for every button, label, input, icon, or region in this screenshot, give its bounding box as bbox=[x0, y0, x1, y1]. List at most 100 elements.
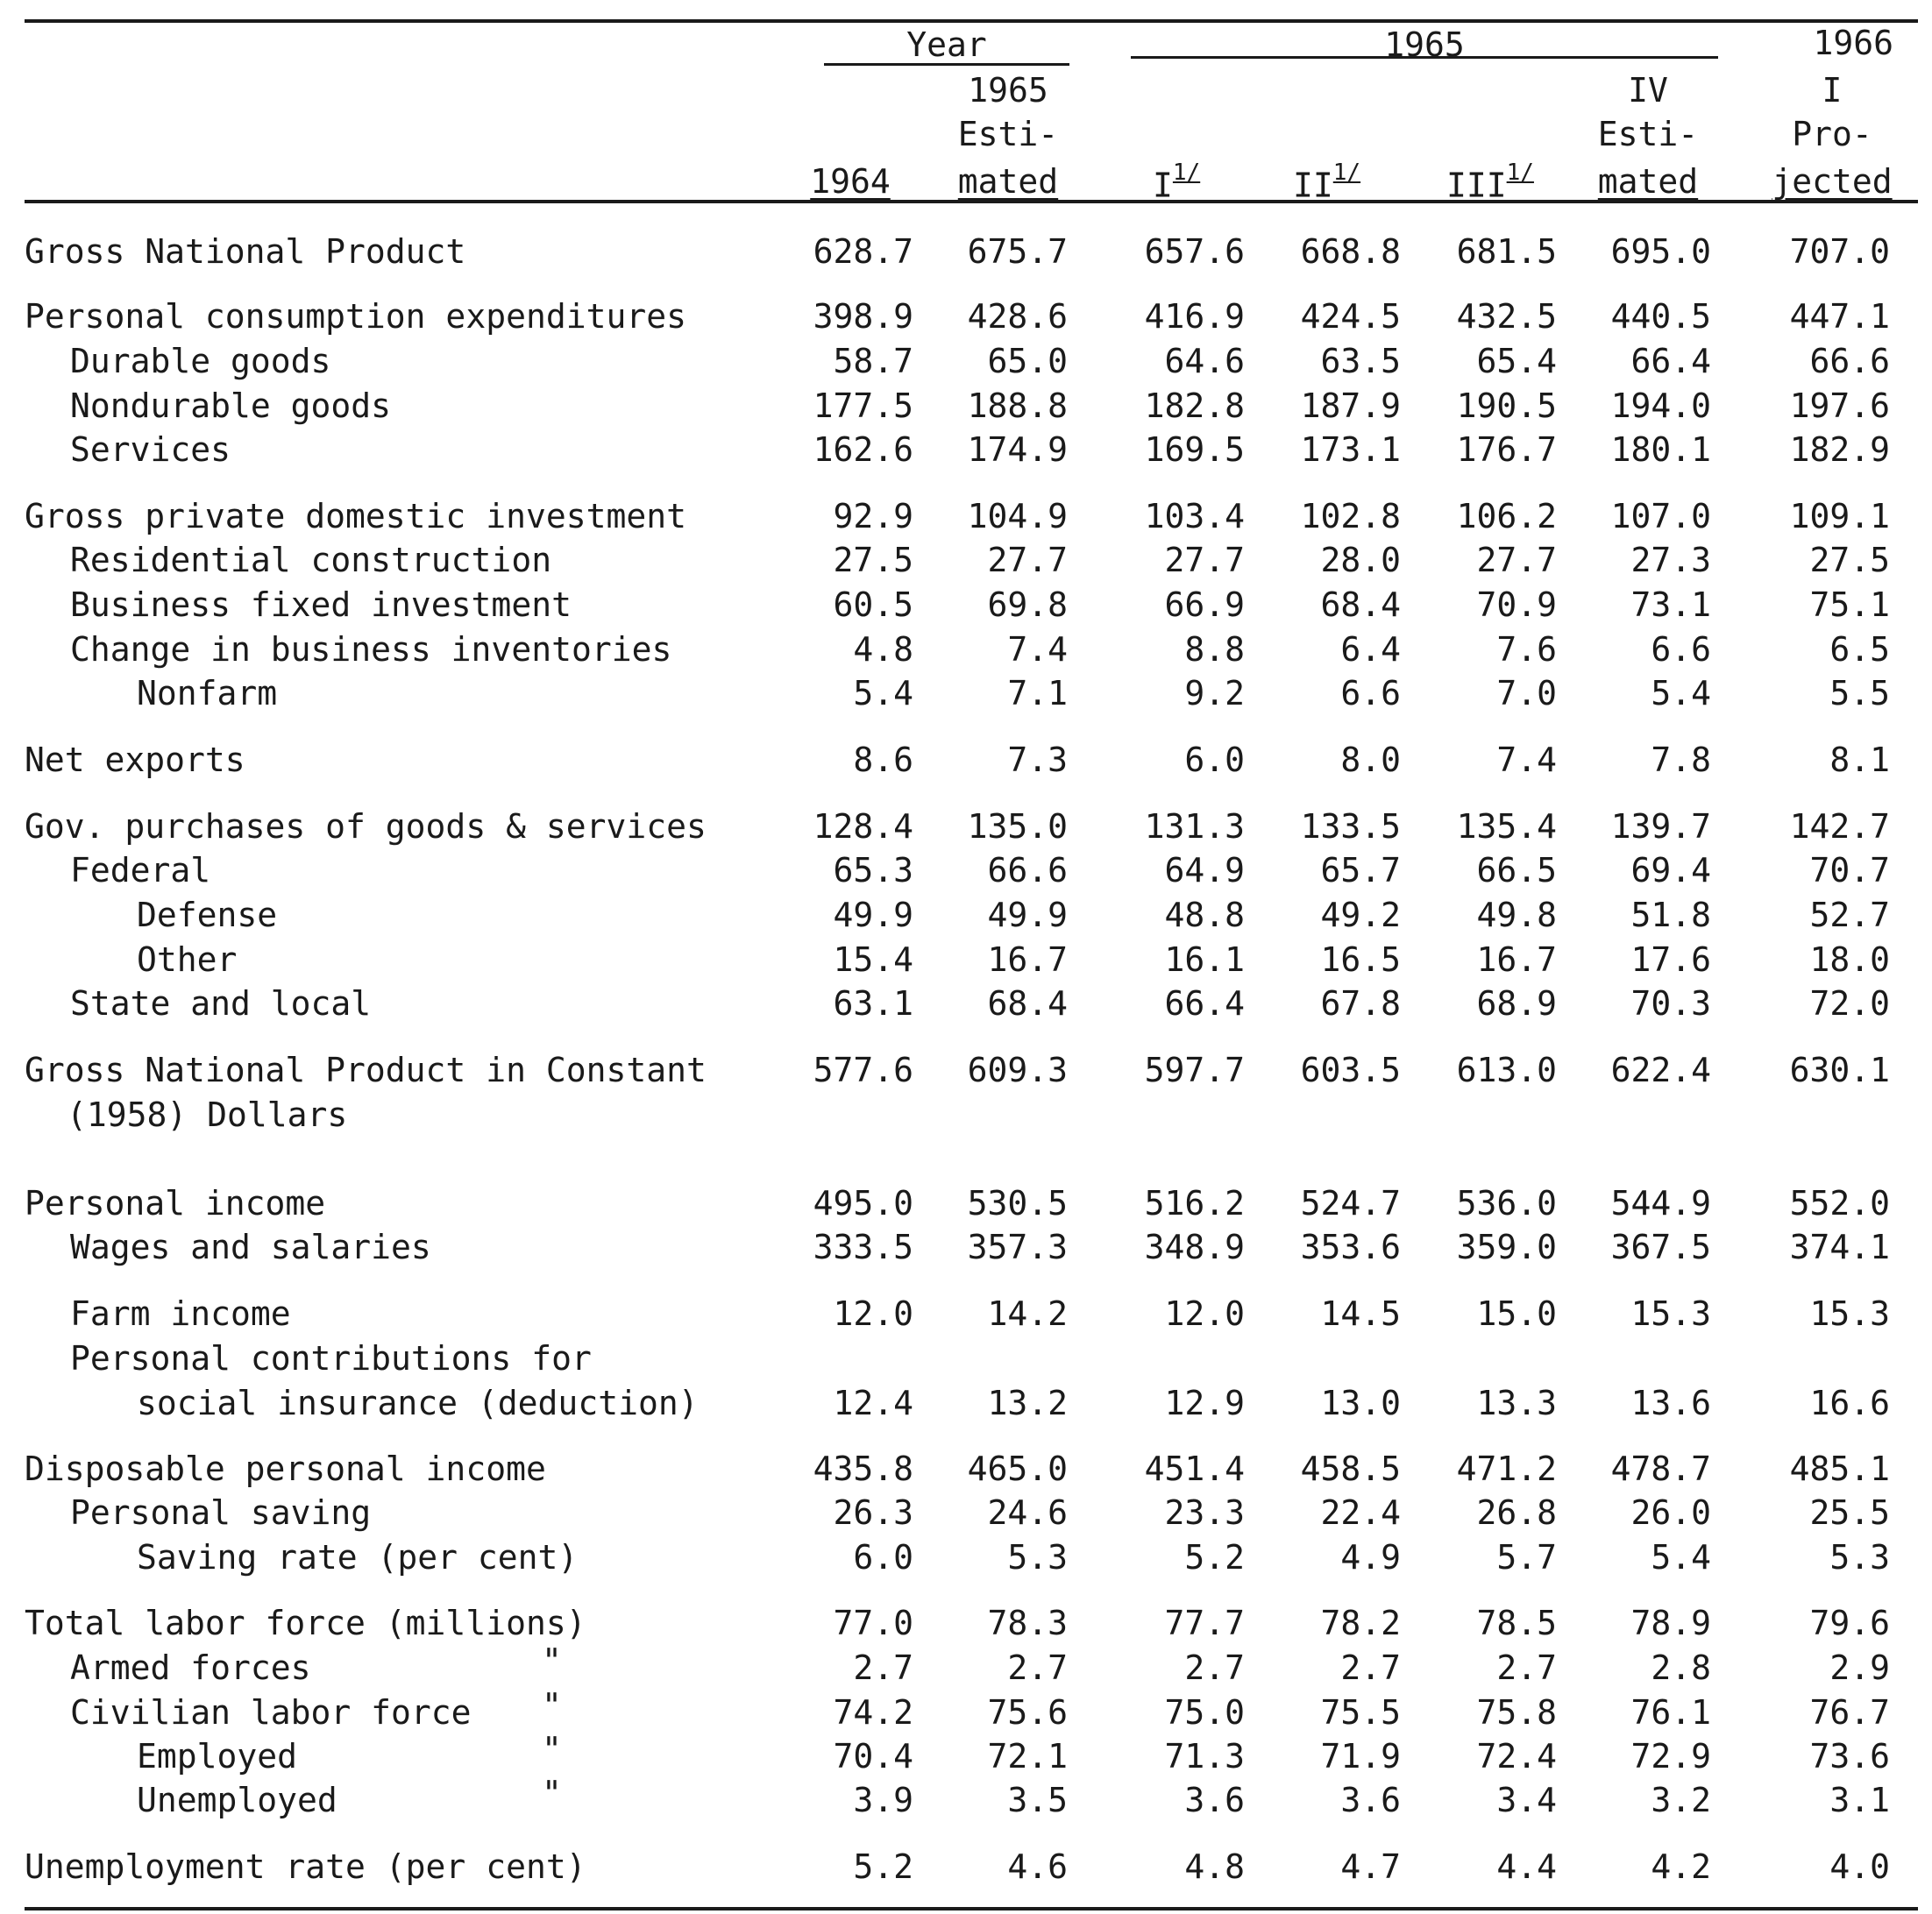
table-cell: 424.5 bbox=[1300, 297, 1401, 336]
table-cell: 5.5 bbox=[1829, 674, 1890, 712]
table-cell: 12.0 bbox=[833, 1294, 913, 1333]
table-cell: 52.7 bbox=[1809, 896, 1890, 934]
ditto-mark: " bbox=[542, 1730, 562, 1769]
table-cell: 471.2 bbox=[1456, 1450, 1557, 1488]
table-cell: 628.7 bbox=[813, 232, 913, 271]
row-label: Personal saving bbox=[70, 1493, 372, 1532]
table-cell: 16.1 bbox=[1164, 940, 1245, 979]
table-cell: 3.5 bbox=[1007, 1781, 1068, 1819]
table-cell: 162.6 bbox=[813, 430, 913, 469]
table-cell: 65.7 bbox=[1320, 851, 1401, 890]
table-cell: 16.5 bbox=[1320, 940, 1401, 979]
table-cell: 139.7 bbox=[1610, 807, 1711, 846]
table-cell: 9.2 bbox=[1184, 674, 1245, 712]
table-cell: 3.9 bbox=[853, 1781, 913, 1819]
table-cell: 3.1 bbox=[1829, 1781, 1890, 1819]
row-label: Employed bbox=[137, 1737, 298, 1776]
table-cell: 6.6 bbox=[1651, 630, 1711, 669]
table-cell: 524.7 bbox=[1300, 1184, 1401, 1223]
table-cell: 2.7 bbox=[1496, 1648, 1557, 1687]
row-label: Durable goods bbox=[70, 342, 331, 380]
row-label: Net exports bbox=[25, 741, 245, 779]
table-cell: 75.1 bbox=[1809, 585, 1890, 624]
table-cell: 16.7 bbox=[987, 940, 1068, 979]
row-label: Disposable personal income bbox=[25, 1450, 546, 1488]
header-1966q-line2: Pro- bbox=[1792, 115, 1872, 153]
row-label: Change in business inventories bbox=[70, 630, 672, 669]
row-label: Gross private domestic investment bbox=[25, 497, 686, 535]
table-cell: 440.5 bbox=[1610, 297, 1711, 336]
table-cell: 348.9 bbox=[1144, 1228, 1245, 1266]
table-cell: 3.2 bbox=[1651, 1781, 1711, 1819]
table-cell: 2.7 bbox=[1340, 1648, 1401, 1687]
table-cell: 63.5 bbox=[1320, 342, 1401, 380]
table-cell: 70.4 bbox=[833, 1737, 913, 1776]
table-cell: 530.5 bbox=[967, 1184, 1068, 1223]
table-cell: 24.6 bbox=[987, 1493, 1068, 1532]
table-cell: 5.4 bbox=[1651, 674, 1711, 712]
table-cell: 68.4 bbox=[1320, 585, 1401, 624]
table-cell: 4.8 bbox=[1184, 1847, 1245, 1886]
table-cell: 27.3 bbox=[1630, 541, 1711, 579]
table-cell: 8.6 bbox=[853, 741, 913, 779]
header-group-year: Year bbox=[906, 25, 987, 64]
table-cell: 103.4 bbox=[1144, 497, 1245, 535]
table-cell: 26.3 bbox=[833, 1493, 913, 1532]
table-cell: 76.1 bbox=[1630, 1693, 1711, 1732]
header-q2: II1/ bbox=[1293, 158, 1360, 206]
table-cell: 7.4 bbox=[1007, 630, 1068, 669]
table-cell: 66.5 bbox=[1476, 851, 1557, 890]
table-cell: 5.4 bbox=[1651, 1538, 1711, 1577]
table-cell: 13.6 bbox=[1630, 1384, 1711, 1422]
table-cell: 495.0 bbox=[813, 1184, 913, 1223]
row-label: Federal bbox=[70, 851, 211, 890]
table-cell: 15.0 bbox=[1476, 1294, 1557, 1333]
header-1965-rule bbox=[1131, 56, 1718, 59]
table-cell: 353.6 bbox=[1300, 1228, 1401, 1266]
table-cell: 70.9 bbox=[1476, 585, 1557, 624]
table-cell: 76.7 bbox=[1809, 1693, 1890, 1732]
table-cell: 197.6 bbox=[1789, 386, 1890, 425]
table-cell: 69.4 bbox=[1630, 851, 1711, 890]
table-cell: 70.7 bbox=[1809, 851, 1890, 890]
table-cell: 72.9 bbox=[1630, 1737, 1711, 1776]
table-cell: 333.5 bbox=[813, 1228, 913, 1266]
bottom-rule bbox=[25, 1907, 1918, 1910]
table-cell: 6.5 bbox=[1829, 630, 1890, 669]
table-cell: 49.9 bbox=[833, 896, 913, 934]
table-cell: 357.3 bbox=[967, 1228, 1068, 1266]
table-cell: 451.4 bbox=[1144, 1450, 1245, 1488]
table-cell: 707.0 bbox=[1789, 232, 1890, 271]
table-cell: 8.8 bbox=[1184, 630, 1245, 669]
table-cell: 5.7 bbox=[1496, 1538, 1557, 1577]
table-cell: 4.4 bbox=[1496, 1847, 1557, 1886]
table-cell: 14.2 bbox=[987, 1294, 1068, 1333]
table-cell: 64.9 bbox=[1164, 851, 1245, 890]
table-cell: 7.8 bbox=[1651, 741, 1711, 779]
table-cell: 15.3 bbox=[1809, 1294, 1890, 1333]
table-cell: 695.0 bbox=[1610, 232, 1711, 271]
table-cell: 49.2 bbox=[1320, 896, 1401, 934]
table-cell: 72.4 bbox=[1476, 1737, 1557, 1776]
table-cell: 69.8 bbox=[987, 585, 1068, 624]
table-cell: 398.9 bbox=[813, 297, 913, 336]
row-label: Armed forces bbox=[70, 1648, 311, 1687]
table-cell: 12.0 bbox=[1164, 1294, 1245, 1333]
table-cell: 8.1 bbox=[1829, 741, 1890, 779]
table-cell: 75.5 bbox=[1320, 1693, 1401, 1732]
table-cell: 182.9 bbox=[1789, 430, 1890, 469]
table-cell: 77.0 bbox=[833, 1604, 913, 1642]
table-cell: 131.3 bbox=[1144, 807, 1245, 846]
table-cell: 194.0 bbox=[1610, 386, 1711, 425]
table-cell: 26.0 bbox=[1630, 1493, 1711, 1532]
table-cell: 3.4 bbox=[1496, 1781, 1557, 1819]
row-label: Gov. purchases of goods & services bbox=[25, 807, 707, 846]
row-label: Wages and salaries bbox=[70, 1228, 431, 1266]
table-cell: 190.5 bbox=[1456, 386, 1557, 425]
table-cell: 75.0 bbox=[1164, 1693, 1245, 1732]
table-cell: 432.5 bbox=[1456, 297, 1557, 336]
header-year-rule bbox=[824, 63, 1069, 66]
row-label: Defense bbox=[137, 896, 278, 934]
table-cell: 3.6 bbox=[1184, 1781, 1245, 1819]
ditto-mark: " bbox=[542, 1686, 562, 1725]
